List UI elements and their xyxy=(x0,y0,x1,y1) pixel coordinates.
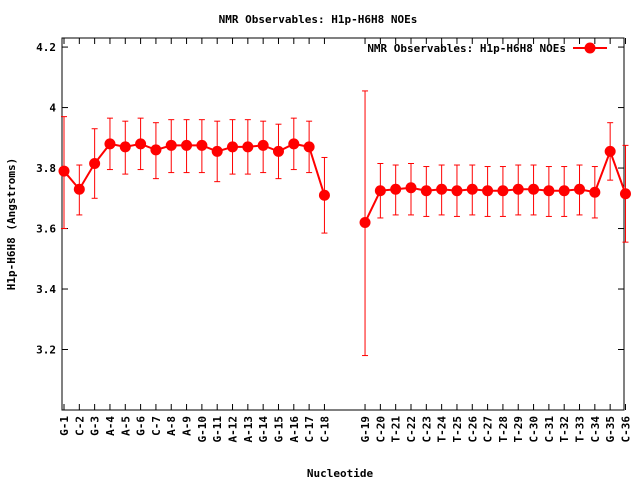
data-point xyxy=(497,185,509,197)
x-tick-label: A-13 xyxy=(242,416,255,443)
data-point xyxy=(558,185,570,197)
data-point xyxy=(451,185,463,197)
data-point xyxy=(374,185,386,197)
y-axis: 3.2 3.4 3.6 3.8 4 4.2 xyxy=(36,41,624,357)
x-tick-label: C-27 xyxy=(482,416,495,443)
data-point xyxy=(318,189,330,201)
data-point xyxy=(604,145,616,157)
data-point xyxy=(288,138,300,150)
data-point xyxy=(104,138,116,150)
legend: NMR Observables: H1p-H6H8 NOEs xyxy=(367,42,607,55)
x-tick-label: G-6 xyxy=(135,416,148,436)
y-tick-label: 3.4 xyxy=(36,283,56,296)
data-point xyxy=(543,185,555,197)
data-point xyxy=(165,139,177,151)
data-point xyxy=(242,141,254,153)
data-point xyxy=(405,182,417,194)
data-point xyxy=(619,188,631,200)
data-point xyxy=(227,141,239,153)
data-point xyxy=(528,183,540,195)
x-tick-label: A-4 xyxy=(104,416,117,436)
data-point xyxy=(359,216,371,228)
x-tick-label: G-19 xyxy=(359,416,372,443)
x-tick-label: C-2 xyxy=(73,416,86,436)
data-point xyxy=(135,138,147,150)
data-point xyxy=(512,183,524,195)
y-tick-label: 3.8 xyxy=(36,162,56,175)
x-axis-label: Nucleotide xyxy=(307,467,374,480)
legend-label: NMR Observables: H1p-H6H8 NOEs xyxy=(367,42,566,55)
data-point xyxy=(73,183,85,195)
series-line xyxy=(63,142,326,196)
x-axis: G-1 C-2 G-3 A-4 A-5 G-6 C-7 A-8 A-9 G-10 G-11 A-12 A… xyxy=(58,38,632,443)
chart-title: NMR Observables: H1p-H6H8 NOEs xyxy=(219,13,418,26)
x-tick-label: C-36 xyxy=(619,416,632,443)
x-tick-label: C-30 xyxy=(528,416,541,443)
x-tick-label: A-12 xyxy=(227,416,240,443)
data-point xyxy=(589,186,601,198)
legend-marker xyxy=(584,42,596,54)
x-tick-label: G-10 xyxy=(196,416,209,443)
data-point xyxy=(58,165,70,177)
x-tick-label: G-1 xyxy=(58,416,71,436)
x-tick-label: G-35 xyxy=(604,416,617,443)
error-bars xyxy=(61,90,629,357)
data-point xyxy=(272,145,284,157)
data-point xyxy=(482,185,494,197)
x-tick-label: T-33 xyxy=(574,416,587,443)
series-line xyxy=(364,148,627,223)
x-tick-label: A-9 xyxy=(181,416,194,436)
x-tick-label: C-17 xyxy=(303,416,316,443)
data-point xyxy=(436,183,448,195)
y-tick-label: 3.2 xyxy=(36,344,56,357)
x-tick-label: T-29 xyxy=(512,416,525,443)
x-tick-label: A-5 xyxy=(119,416,132,436)
x-tick-label: C-20 xyxy=(374,416,387,443)
data-point xyxy=(390,183,402,195)
x-tick-label: T-21 xyxy=(390,416,403,443)
x-tick-label: T-28 xyxy=(497,416,510,443)
x-tick-label: T-32 xyxy=(558,416,571,443)
data-point xyxy=(211,145,223,157)
data-point xyxy=(89,158,101,170)
x-tick-label: C-34 xyxy=(589,416,602,443)
x-tick-label: T-24 xyxy=(436,416,449,443)
x-tick-label: C-7 xyxy=(150,416,163,436)
y-tick-label: 3.6 xyxy=(36,223,56,236)
data-point xyxy=(196,139,208,151)
data-point xyxy=(466,183,478,195)
x-tick-label: C-18 xyxy=(318,416,331,443)
series-lines xyxy=(63,142,627,223)
x-tick-label: T-25 xyxy=(451,416,464,443)
data-points xyxy=(58,138,631,228)
data-point xyxy=(119,141,131,153)
x-tick-label: C-22 xyxy=(405,416,418,443)
data-point xyxy=(420,185,432,197)
x-tick-label: A-16 xyxy=(288,416,301,443)
plot-area xyxy=(61,37,625,411)
y-axis-label: H1p-H6H8 (Angstroms) xyxy=(5,158,18,290)
data-point xyxy=(181,139,193,151)
y-tick-label: 4 xyxy=(49,102,56,115)
data-point xyxy=(303,141,315,153)
x-tick-label: G-14 xyxy=(257,416,270,443)
x-tick-label: G-11 xyxy=(211,416,224,443)
y-tick-label: 4.2 xyxy=(36,41,56,54)
x-tick-label: C-23 xyxy=(420,416,433,443)
x-tick-label: C-31 xyxy=(543,416,556,443)
x-tick-label: A-8 xyxy=(165,416,178,436)
data-point xyxy=(150,144,162,156)
data-point xyxy=(257,139,269,151)
data-point xyxy=(574,183,586,195)
x-tick-label: G-3 xyxy=(89,416,102,436)
x-tick-label: C-26 xyxy=(466,416,479,443)
x-tick-label: G-15 xyxy=(272,416,285,443)
